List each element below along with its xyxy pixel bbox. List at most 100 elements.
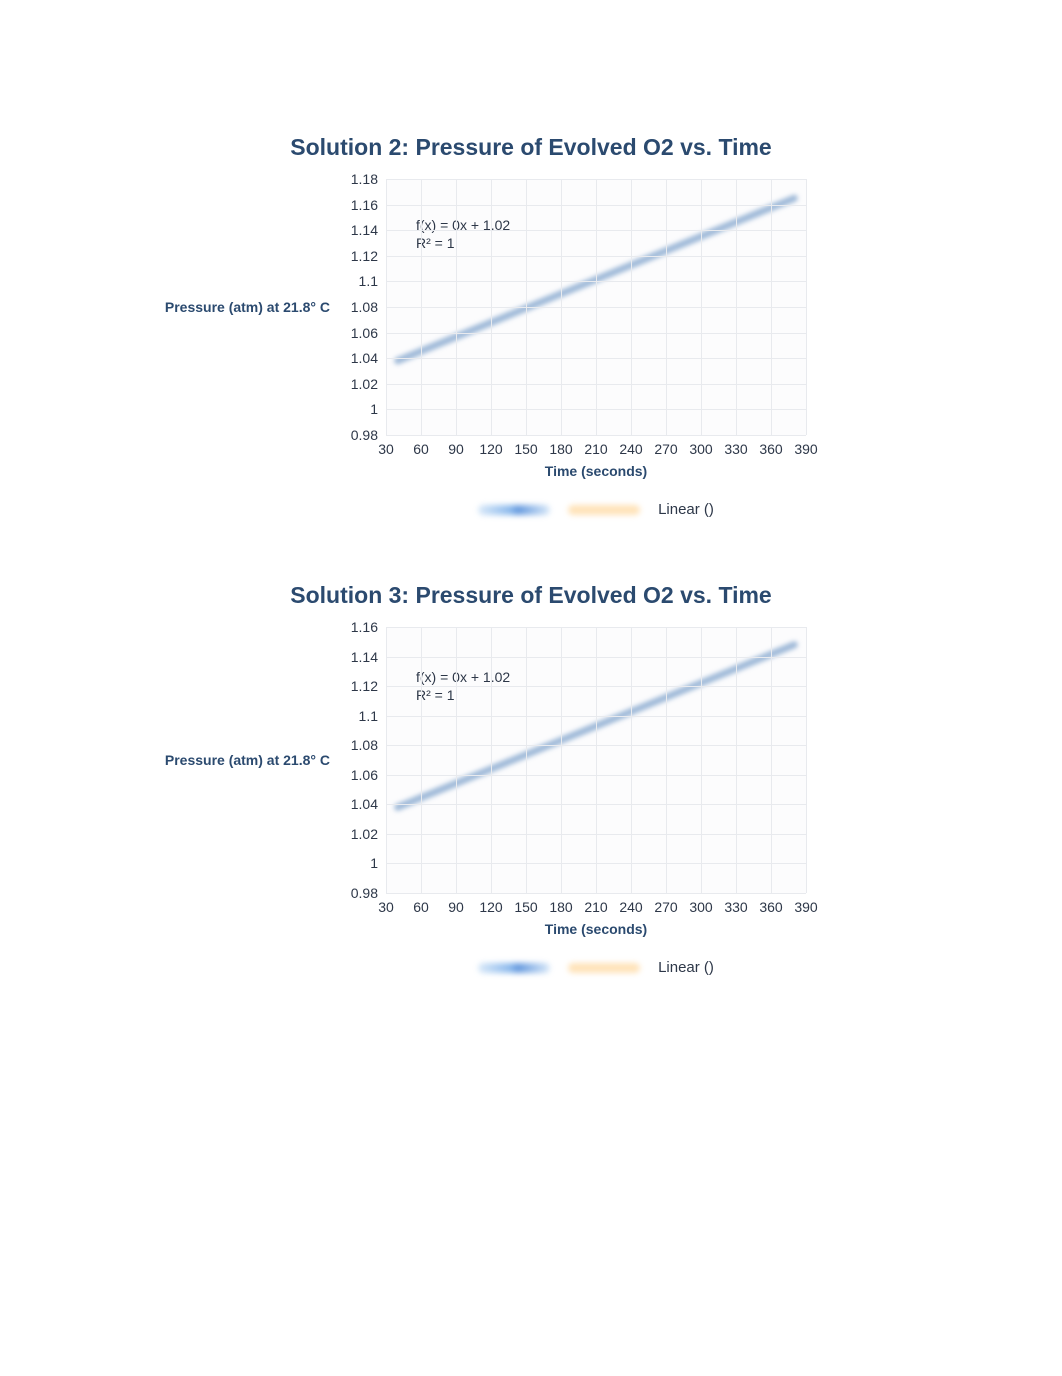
- y-tick-label: 1.14: [351, 222, 378, 238]
- legend-fit-label: Linear (): [658, 959, 714, 976]
- chart-legend: Linear (): [478, 959, 714, 976]
- y-tick-label: 1.08: [351, 737, 378, 753]
- gridline-vertical: [561, 627, 562, 893]
- y-axis-label: Pressure (atm) at 21.8° C: [165, 752, 330, 768]
- gridline-vertical: [491, 627, 492, 893]
- y-tick-label: 1.06: [351, 767, 378, 783]
- gridline-vertical: [526, 627, 527, 893]
- x-tick-label: 360: [759, 441, 782, 457]
- y-tick-label: 1.1: [359, 273, 378, 289]
- x-tick-label: 120: [479, 441, 502, 457]
- x-tick-label: 90: [448, 441, 464, 457]
- legend-series-swatch: [478, 505, 550, 515]
- trendline-equation: f(x) = 0x + 1.02 R² = 1: [416, 217, 510, 252]
- x-tick-label: 30: [378, 899, 394, 915]
- gridline-vertical: [631, 627, 632, 893]
- gridline-vertical: [491, 179, 492, 435]
- legend-fit-swatch: [568, 505, 640, 515]
- equation-line-1: f(x) = 0x + 1.02: [416, 217, 510, 235]
- x-axis-label: Time (seconds): [545, 921, 647, 937]
- gridline-vertical: [631, 179, 632, 435]
- y-tick-label: 1.14: [351, 649, 378, 665]
- y-tick-label: 1.08: [351, 299, 378, 315]
- gridline-vertical: [456, 627, 457, 893]
- x-tick-label: 210: [584, 899, 607, 915]
- gridline-vertical: [701, 627, 702, 893]
- y-tick-label: 0.98: [351, 427, 378, 443]
- y-tick-label: 1.16: [351, 197, 378, 213]
- chart-title: Solution 3: Pressure of Evolved O2 vs. T…: [0, 582, 1062, 609]
- gridline-vertical: [561, 179, 562, 435]
- x-tick-label: 30: [378, 441, 394, 457]
- x-tick-label: 210: [584, 441, 607, 457]
- x-tick-label: 240: [619, 441, 642, 457]
- x-tick-label: 270: [654, 441, 677, 457]
- gridline-vertical: [771, 627, 772, 893]
- y-tick-label: 1.06: [351, 325, 378, 341]
- y-tick-label: 1.1: [359, 708, 378, 724]
- x-tick-label: 150: [514, 441, 537, 457]
- gridline-vertical: [456, 179, 457, 435]
- y-tick-label: 1: [370, 855, 378, 871]
- gridline-vertical: [666, 627, 667, 893]
- equation-line-1: f(x) = 0x + 1.02: [416, 669, 510, 687]
- gridline-vertical: [806, 627, 807, 893]
- x-tick-label: 240: [619, 899, 642, 915]
- gridline-horizontal: [386, 435, 806, 436]
- chart-body: Pressure (atm) at 21.8° C Time (seconds)…: [151, 627, 911, 897]
- y-tick-label: 1.04: [351, 796, 378, 812]
- y-tick-label: 1.02: [351, 826, 378, 842]
- chart-title: Solution 2: Pressure of Evolved O2 vs. T…: [0, 134, 1062, 161]
- y-tick-label: 1: [370, 401, 378, 417]
- gridline-vertical: [736, 179, 737, 435]
- x-tick-label: 390: [794, 899, 817, 915]
- x-tick-label: 180: [549, 441, 572, 457]
- gridline-vertical: [771, 179, 772, 435]
- legend-fit-swatch: [568, 963, 640, 973]
- gridline-vertical: [386, 179, 387, 435]
- gridline-vertical: [386, 627, 387, 893]
- equation-line-2: R² = 1: [416, 687, 510, 705]
- x-tick-label: 150: [514, 899, 537, 915]
- gridline-vertical: [421, 627, 422, 893]
- plot-area: Pressure (atm) at 21.8° C Time (seconds)…: [386, 179, 806, 435]
- x-tick-label: 330: [724, 441, 747, 457]
- chart-legend: Linear (): [478, 501, 714, 518]
- y-tick-label: 1.04: [351, 350, 378, 366]
- chart-solution-3: Solution 3: Pressure of Evolved O2 vs. T…: [0, 582, 1062, 897]
- x-tick-label: 360: [759, 899, 782, 915]
- chart-solution-2: Solution 2: Pressure of Evolved O2 vs. T…: [0, 134, 1062, 439]
- x-tick-label: 120: [479, 899, 502, 915]
- x-tick-label: 330: [724, 899, 747, 915]
- y-axis-label: Pressure (atm) at 21.8° C: [165, 299, 330, 315]
- gridline-vertical: [701, 179, 702, 435]
- x-axis-label: Time (seconds): [545, 463, 647, 479]
- x-tick-label: 300: [689, 441, 712, 457]
- legend-series-swatch: [478, 963, 550, 973]
- y-tick-label: 1.18: [351, 171, 378, 187]
- gridline-vertical: [806, 179, 807, 435]
- gridline-vertical: [596, 179, 597, 435]
- gridline-vertical: [736, 627, 737, 893]
- y-tick-label: 1.12: [351, 248, 378, 264]
- x-tick-label: 270: [654, 899, 677, 915]
- gridline-vertical: [526, 179, 527, 435]
- x-tick-label: 60: [413, 441, 429, 457]
- legend-fit-label: Linear (): [658, 501, 714, 518]
- gridline-vertical: [596, 627, 597, 893]
- equation-line-2: R² = 1: [416, 235, 510, 253]
- y-tick-label: 1.12: [351, 678, 378, 694]
- x-tick-label: 60: [413, 899, 429, 915]
- x-tick-label: 180: [549, 899, 572, 915]
- chart-body: Pressure (atm) at 21.8° C Time (seconds)…: [151, 179, 911, 439]
- y-tick-label: 0.98: [351, 885, 378, 901]
- y-tick-label: 1.02: [351, 376, 378, 392]
- x-tick-label: 390: [794, 441, 817, 457]
- gridline-horizontal: [386, 893, 806, 894]
- x-tick-label: 90: [448, 899, 464, 915]
- gridline-vertical: [666, 179, 667, 435]
- plot-area: Pressure (atm) at 21.8° C Time (seconds)…: [386, 627, 806, 893]
- gridline-vertical: [421, 179, 422, 435]
- y-tick-label: 1.16: [351, 619, 378, 635]
- x-tick-label: 300: [689, 899, 712, 915]
